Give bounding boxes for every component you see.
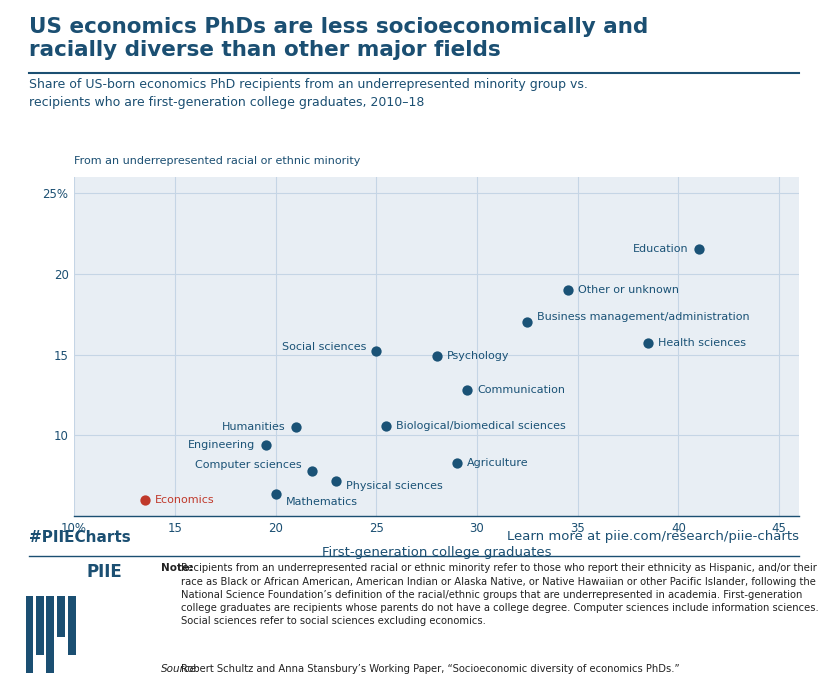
Text: PIIE: PIIE	[87, 563, 122, 581]
Point	[330, 475, 343, 486]
Text: Other or unknown: Other or unknown	[578, 285, 679, 295]
Point	[370, 346, 383, 357]
Point	[561, 284, 574, 295]
Point	[692, 244, 705, 255]
Text: Business management/administration: Business management/administration	[537, 313, 750, 322]
Text: Physical sciences: Physical sciences	[346, 480, 442, 491]
Bar	[46, 596, 54, 672]
Text: From an underrepresented racial or ethnic minority: From an underrepresented racial or ethni…	[74, 157, 361, 166]
Text: Learn more at piie.com/research/piie-charts: Learn more at piie.com/research/piie-cha…	[508, 530, 799, 543]
Text: Agriculture: Agriculture	[467, 458, 528, 468]
Text: Communication: Communication	[477, 385, 565, 395]
Text: Engineering: Engineering	[188, 440, 255, 450]
X-axis label: First-generation college graduates: First-generation college graduates	[322, 546, 551, 559]
Point	[305, 466, 318, 477]
Point	[138, 495, 152, 506]
Text: Share of US-born economics PhD recipients from an underrepresented minority grou: Share of US-born economics PhD recipient…	[29, 78, 588, 109]
Point	[380, 420, 393, 431]
Text: Education: Education	[633, 245, 689, 254]
Text: Health sciences: Health sciences	[658, 338, 747, 349]
Text: Mathematics: Mathematics	[286, 497, 358, 507]
Text: Computer sciences: Computer sciences	[195, 459, 302, 470]
Text: Economics: Economics	[155, 495, 214, 505]
Text: US economics PhDs are less socioeconomically and: US economics PhDs are less socioeconomic…	[29, 17, 648, 37]
Text: Psychology: Psychology	[447, 351, 509, 361]
Point	[642, 337, 655, 349]
Point	[269, 488, 282, 499]
Text: Humanities: Humanities	[222, 422, 286, 432]
Point	[259, 439, 272, 450]
Text: Social sciences: Social sciences	[282, 342, 366, 351]
Point	[521, 317, 534, 328]
Point	[289, 422, 302, 433]
Text: racially diverse than other major fields: racially diverse than other major fields	[29, 40, 501, 60]
Text: Recipients from an underrepresented racial or ethnic minority refer to those who: Recipients from an underrepresented raci…	[181, 563, 819, 626]
Text: Biological/biomedical sciences: Biological/biomedical sciences	[396, 421, 566, 431]
Text: Note:: Note:	[161, 563, 193, 573]
Point	[461, 385, 474, 396]
Text: #PIIECharts: #PIIECharts	[29, 530, 130, 545]
Point	[430, 351, 443, 362]
Point	[450, 457, 463, 468]
Bar	[68, 596, 76, 654]
Bar	[25, 596, 33, 672]
Text: Robert Schultz and Anna Stansbury’s Working Paper, “Socioeconomic diversity of e: Robert Schultz and Anna Stansbury’s Work…	[181, 664, 680, 674]
Bar	[35, 596, 44, 654]
Text: Source:: Source:	[161, 664, 200, 674]
Bar	[57, 596, 65, 636]
